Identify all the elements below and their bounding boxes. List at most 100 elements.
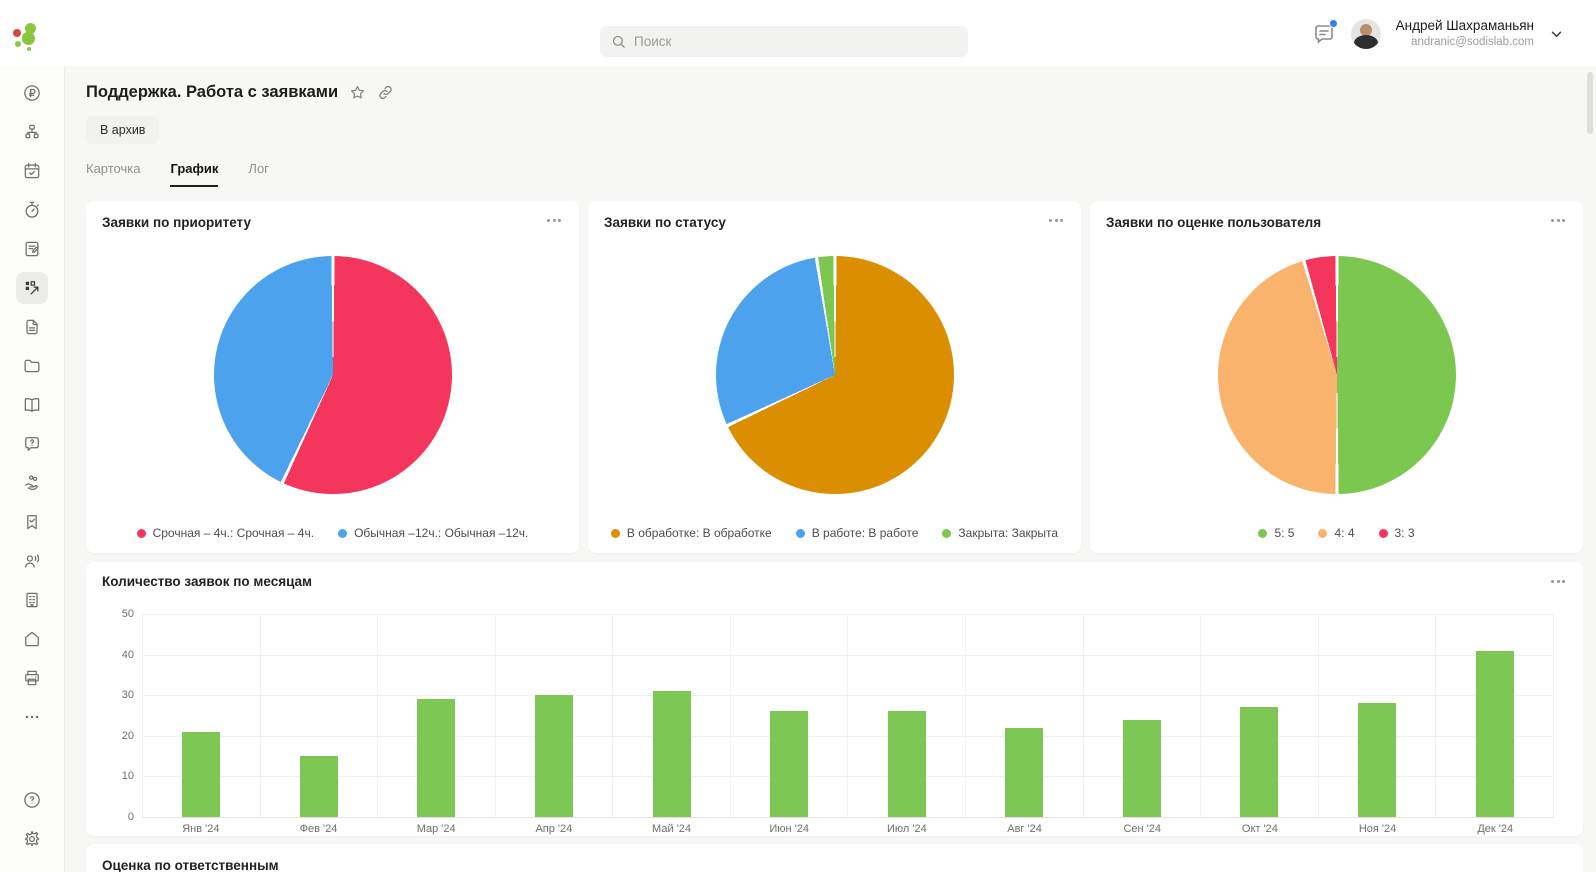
- y-tick-label: 0: [127, 811, 134, 823]
- legend-item: 5: 5: [1258, 526, 1294, 540]
- card-title: Оценка по ответственным: [102, 858, 279, 872]
- copy-link-icon[interactable]: [377, 84, 394, 101]
- settings-gear-icon: [22, 829, 42, 849]
- user-info[interactable]: Андрей Шахраманьян andranic@sodislab.com: [1396, 18, 1534, 49]
- legend-dot: [610, 528, 620, 538]
- sidebar-item-support[interactable]: [16, 428, 48, 460]
- legend-dot: [942, 528, 952, 538]
- sidebar-item-knowledge[interactable]: [16, 389, 48, 421]
- sidebar-item-timer[interactable]: [16, 194, 48, 226]
- scrollbar-thumb[interactable]: [1587, 72, 1593, 134]
- archive-button[interactable]: В архив: [86, 116, 160, 144]
- bar-cell: [259, 614, 378, 817]
- bar: [652, 691, 691, 817]
- sidebar-item-structure[interactable]: [16, 116, 48, 148]
- folder-icon: [22, 356, 42, 376]
- main-content: Поддержка. Работа с заявками В архив Кар…: [66, 66, 1596, 872]
- pie-chart-priority: [213, 256, 452, 494]
- users-icon: [22, 551, 42, 571]
- hand-coins-icon: [22, 473, 42, 493]
- notifications-chat-button[interactable]: [1312, 19, 1338, 46]
- sidebar: [0, 66, 65, 872]
- ruble-circle-icon: [22, 83, 42, 103]
- tab-bar: Карточка График Лог: [86, 161, 1583, 187]
- sidebar-item-settings[interactable]: [16, 823, 48, 855]
- x-tick-label: Янв '24: [182, 823, 220, 835]
- card-menu-button[interactable]: [1045, 215, 1067, 226]
- card-requests-by-rating: Заявки по оценке пользователя 5: 5 4: 4 …: [1090, 201, 1583, 553]
- sidebar-item-services[interactable]: [16, 467, 48, 499]
- card-requests-by-priority: Заявки по приоритету Срочная – 4ч.: Сроч…: [86, 201, 579, 553]
- sidebar-item-calendar[interactable]: [16, 155, 48, 187]
- building-icon: [22, 590, 42, 610]
- bar-cell: [142, 614, 260, 817]
- sidebar-item-dashboards[interactable]: [16, 272, 48, 304]
- tab-log[interactable]: Лог: [248, 161, 269, 176]
- card-rating-by-assignee: Оценка по ответственным: [86, 844, 1583, 872]
- avatar[interactable]: [1350, 19, 1381, 49]
- card-menu-button[interactable]: [1547, 215, 1569, 226]
- page-title: Поддержка. Работа с заявками: [86, 83, 339, 101]
- bar-series: [142, 614, 1554, 817]
- pie-chart-rating: [1217, 256, 1456, 494]
- card-title: Заявки по приоритету: [102, 215, 251, 230]
- legend-item: В обработке: В обработке: [610, 526, 772, 540]
- x-tick-label: Июн '24: [769, 823, 809, 835]
- y-tick-label: 30: [121, 689, 134, 702]
- printer-icon: [22, 668, 42, 688]
- legend-item: 4: 4: [1318, 526, 1355, 540]
- y-tick-label: 50: [121, 608, 134, 620]
- favorite-star-icon[interactable]: [349, 84, 366, 101]
- sitemap-icon: [22, 122, 42, 142]
- sidebar-item-files[interactable]: [16, 350, 48, 382]
- bookmark-check-icon: [22, 512, 42, 532]
- sidebar-item-finance[interactable]: [16, 77, 48, 109]
- bar: [182, 731, 221, 817]
- y-tick-label: 10: [121, 770, 134, 783]
- more-icon: [1551, 219, 1565, 222]
- user-name: Андрей Шахраманьян: [1395, 18, 1534, 34]
- sidebar-item-help[interactable]: [16, 784, 48, 816]
- tab-chart[interactable]: График: [170, 161, 219, 187]
- x-tick-label: Авг '24: [1007, 823, 1042, 835]
- bar-chart: 0 10 20 30 40 50: [122, 608, 1554, 823]
- card-menu-button[interactable]: [1547, 576, 1569, 587]
- pie-legend: В обработке: В обработке В работе: В раб…: [588, 526, 1081, 540]
- x-tick-label: Сен '24: [1123, 823, 1161, 835]
- app-logo[interactable]: [12, 22, 44, 54]
- y-tick-label: 40: [121, 648, 134, 661]
- chevron-down-icon[interactable]: [1551, 25, 1562, 43]
- more-ellipsis-icon: [22, 707, 42, 727]
- pie-legend: 5: 5 4: 4 3: 3: [1090, 526, 1583, 540]
- bar-cell: [729, 614, 848, 817]
- bar-cell: [1317, 614, 1436, 817]
- sidebar-item-company[interactable]: [16, 584, 48, 616]
- legend-item: Срочная – 4ч.: Срочная – 4ч.: [136, 526, 314, 540]
- card-title: Заявки по статусу: [604, 215, 726, 230]
- bar: [1240, 707, 1279, 817]
- document-icon: [22, 317, 42, 337]
- search-input[interactable]: Поиск: [600, 26, 968, 57]
- top-bar: Поиск Андрей Шахраманьян andranic@sodisl…: [0, 0, 1596, 66]
- home-icon: [22, 629, 42, 649]
- sidebar-item-people[interactable]: [16, 545, 48, 577]
- legend-dot: [1318, 528, 1328, 538]
- sidebar-item-more[interactable]: [16, 701, 48, 733]
- sidebar-item-documents[interactable]: [16, 311, 48, 343]
- bar-cell: [847, 614, 965, 817]
- sidebar-item-bookmarks[interactable]: [16, 506, 48, 538]
- bar: [1122, 719, 1161, 817]
- card-menu-button[interactable]: [543, 215, 565, 226]
- help-circle-icon: [22, 790, 42, 810]
- sidebar-item-notes[interactable]: [16, 233, 48, 265]
- card-requests-by-status: Заявки по статусу В обработке: В обработ…: [588, 201, 1081, 553]
- x-tick-label: Фев '24: [299, 823, 338, 835]
- legend-item: Закрыта: Закрыта: [942, 526, 1058, 540]
- chat-icon: [1314, 25, 1333, 44]
- more-icon: [547, 219, 561, 222]
- sidebar-item-print[interactable]: [16, 662, 48, 694]
- sidebar-item-home[interactable]: [16, 623, 48, 655]
- tab-card[interactable]: Карточка: [86, 161, 141, 176]
- x-tick-label: Окт '24: [1241, 823, 1278, 835]
- x-tick-label: Май '24: [652, 823, 691, 835]
